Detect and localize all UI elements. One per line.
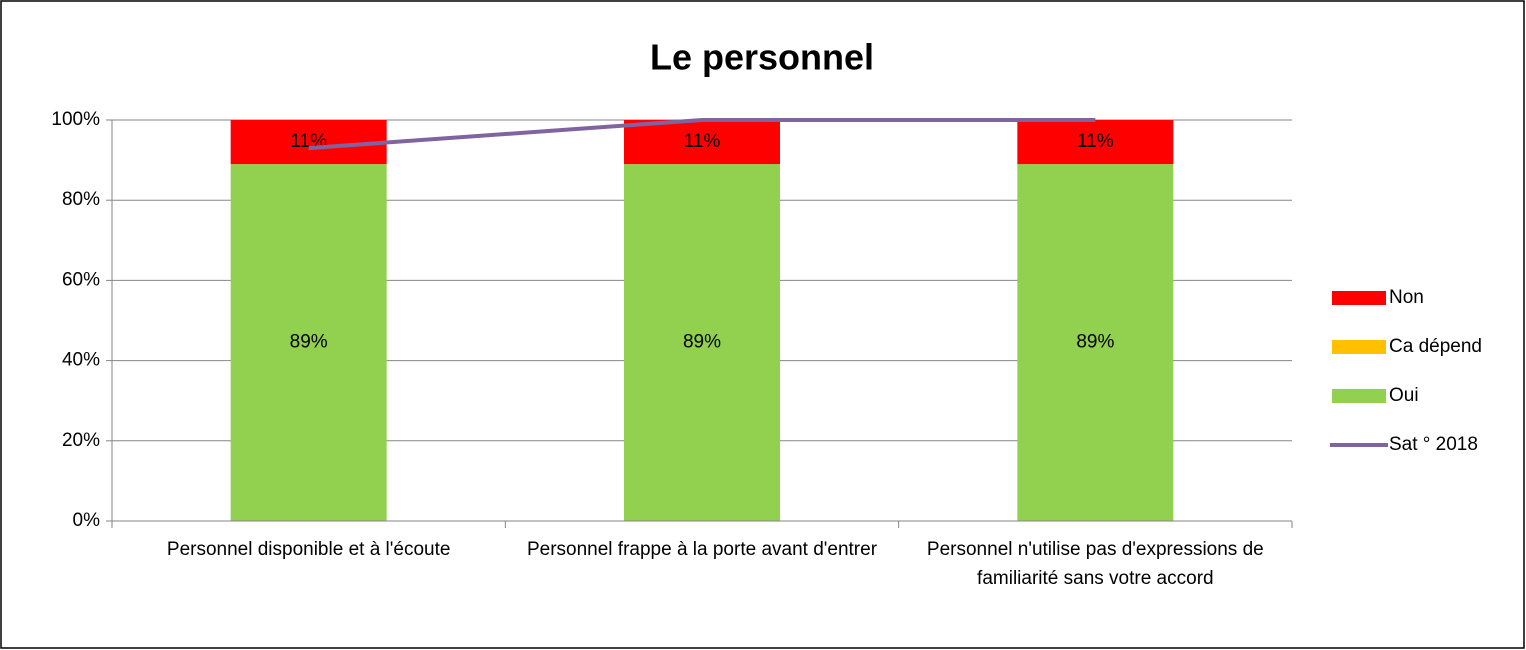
legend-label: Sat ° 2018	[1389, 434, 1478, 455]
y-tick-label: 0%	[73, 510, 101, 531]
x-tick-label: Personnel n'utilise pas d'expressions de…	[926, 539, 1264, 589]
y-tick-label: 60%	[62, 269, 100, 290]
data-label: 11%	[684, 131, 721, 152]
chart-title: Le personnel	[650, 37, 874, 78]
bar-segment	[230, 120, 387, 165]
legend-label: Non	[1389, 287, 1424, 308]
data-label: 89%	[1076, 332, 1114, 353]
y-tick-label: 40%	[62, 350, 100, 371]
bar-segment	[624, 164, 780, 522]
x-tick-label: Personnel frappe à la porte avant d'entr…	[526, 539, 878, 560]
bar-segment	[624, 120, 780, 165]
y-tick-label: 20%	[62, 430, 100, 451]
bar-segment	[230, 164, 387, 522]
x-tick-label-box: Personnel n'utilise pas d'expressions de…	[926, 539, 1264, 589]
y-tick-label: 80%	[62, 189, 100, 210]
y-tick-label: 100%	[51, 109, 100, 130]
legend-swatch	[1332, 291, 1386, 305]
bar-segment	[1017, 164, 1174, 522]
data-label: 89%	[290, 332, 328, 353]
bar-segment	[1017, 120, 1174, 165]
legend-swatch	[1332, 389, 1386, 403]
legend-label: Ca dépend	[1389, 336, 1482, 357]
legend-swatch	[1332, 340, 1386, 354]
x-tick-label-box: Personnel disponible et à l'écoute	[166, 539, 451, 560]
line-series	[308, 118, 1096, 151]
data-label: 11%	[1077, 131, 1114, 152]
x-tick-label: Personnel disponible et à l'écoute	[166, 539, 451, 560]
legend-label: Oui	[1389, 385, 1419, 406]
data-label: 89%	[683, 332, 721, 353]
x-tick-label-box: Personnel frappe à la porte avant d'entr…	[526, 539, 878, 560]
